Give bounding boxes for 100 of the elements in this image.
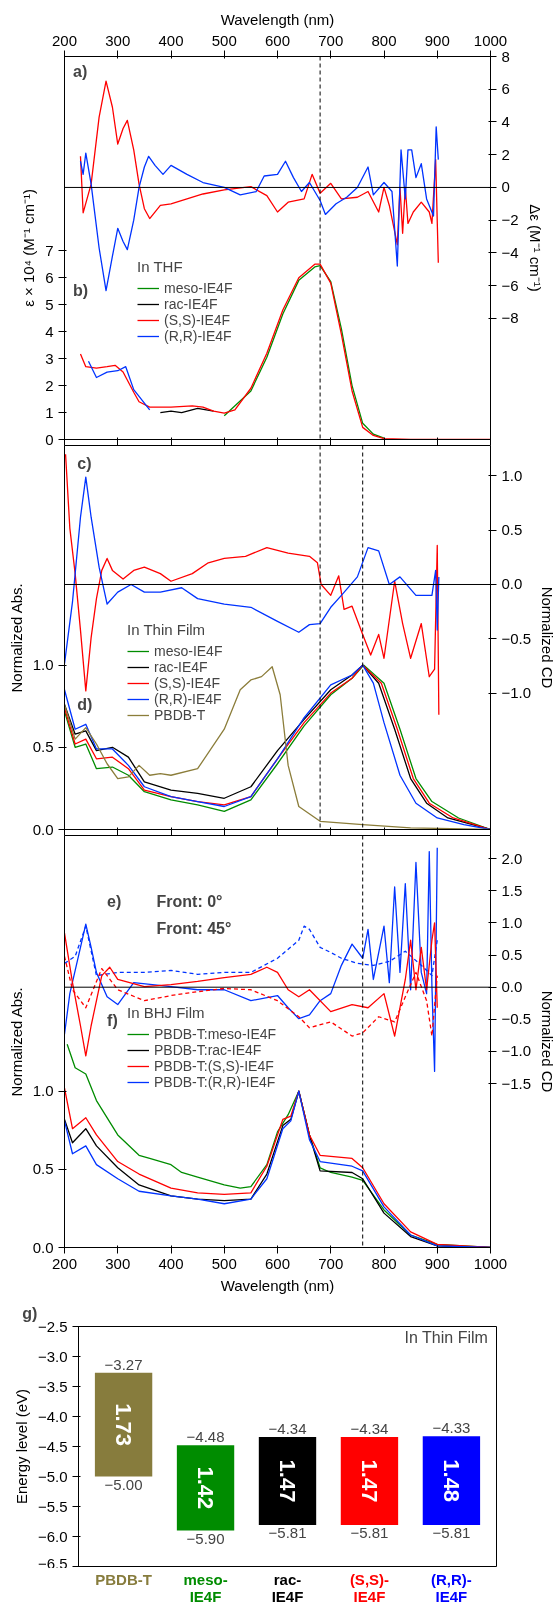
y2-tick-label: 0.0: [501, 978, 523, 996]
y-tick-label: −5.5: [37, 1497, 68, 1515]
annotation: −4.48: [186, 1428, 225, 1446]
annotation: In Thin Film: [404, 1328, 488, 1346]
legend-label: rac-IE4F: [154, 659, 208, 675]
x2-tick-label: 800: [371, 31, 397, 49]
y-tick-label: 1.0: [32, 656, 54, 674]
y2-tick-label: 6: [501, 80, 510, 98]
y-tick-label: 6: [45, 268, 54, 286]
x-axis-title: Wavelength (nm): [220, 1276, 335, 1294]
annotation: −4.34: [350, 1419, 389, 1437]
x2-tick-label: 900: [424, 31, 450, 49]
data-label: 1.47: [356, 1459, 382, 1503]
annotation: a): [73, 63, 88, 81]
legend-title: In THF: [137, 258, 184, 275]
y-tick-label: 0.5: [32, 738, 54, 756]
legend-label: meso-IE4F: [154, 643, 223, 659]
y-tick-label: 7: [45, 241, 54, 259]
x-tick-label: rac-IE4F: [271, 1570, 304, 1605]
x-tick-label: 300: [105, 1254, 131, 1272]
y2-tick-label: 4: [501, 112, 510, 130]
y2-tick-label: 1.5: [501, 881, 523, 899]
y2-tick-label: 0.5: [501, 521, 523, 539]
legend-label: (R,R)-IE4F: [164, 328, 232, 344]
y2-tick-label: −1.5: [501, 1074, 532, 1092]
y-tick-label: 2: [45, 376, 54, 394]
data-label: 1.42: [193, 1466, 219, 1510]
annotation: −5.90: [186, 1529, 225, 1547]
annotation: −5.81: [432, 1524, 471, 1542]
annotation: b): [73, 281, 89, 299]
y2-tick-label: −0.5: [501, 629, 532, 647]
y-tick-label: −6.5: [37, 1554, 68, 1572]
annotation: −5.81: [268, 1524, 307, 1542]
y-tick-label: 0.5: [32, 1160, 54, 1178]
annotation: Front: 0°: [156, 892, 223, 910]
y-axis-title: Energy level (eV): [12, 1388, 30, 1505]
x2-axis-title: Wavelength (nm): [220, 10, 335, 28]
y2-tick-label: 0: [501, 178, 510, 196]
x-tick-label: 500: [211, 1254, 237, 1272]
x-tick-label: meso-IE4F: [183, 1570, 228, 1605]
y2-tick-label: −2: [501, 211, 519, 229]
annotation: d): [77, 696, 93, 714]
x-tick-label: 700: [318, 1254, 344, 1272]
y-tick-label: 0.0: [32, 820, 54, 838]
x-tick-label: 800: [371, 1254, 397, 1272]
x-tick-label: 200: [51, 1254, 78, 1272]
y-axis-title: ε × 10⁴ (M⁻¹ cm⁻¹): [20, 189, 38, 307]
y2-tick-label: 2.0: [501, 849, 523, 867]
annotation: −5.81: [350, 1524, 389, 1542]
data-label: 1.73: [111, 1403, 137, 1447]
x-tick-label: 400: [158, 1254, 184, 1272]
y2-tick-label: −1.0: [501, 1042, 532, 1060]
annotation: Front: 45°: [156, 919, 232, 937]
legend-label: (R,R)-IE4F: [154, 691, 222, 707]
legend-label: rac-IE4F: [164, 296, 218, 312]
y-tick-label: −5.0: [37, 1467, 68, 1485]
x2-tick-label: 600: [264, 31, 291, 49]
annotation: −5.00: [104, 1475, 143, 1493]
y2-tick-label: 0.0: [501, 575, 523, 593]
y2-tick-label: −6: [501, 276, 519, 294]
y2-tick-label: 1.0: [501, 466, 523, 484]
annotation: −3.27: [104, 1355, 143, 1373]
y-tick-label: −4.5: [37, 1437, 68, 1455]
annotation: −4.33: [432, 1419, 471, 1437]
annotation: f): [107, 1012, 118, 1030]
annotation: −4.34: [268, 1419, 307, 1437]
y2-tick-label: −1.0: [501, 684, 532, 701]
y2-axis-title: Δε (M⁻¹ cm⁻¹): [526, 204, 544, 292]
text: g): [22, 1304, 38, 1322]
y-tick-label: 1.0: [32, 1082, 54, 1100]
data-label: 1.48: [438, 1459, 464, 1503]
x2-tick-label: 200: [51, 31, 78, 49]
y-tick-label: 0: [45, 430, 54, 448]
y-tick-label: 3: [45, 349, 54, 367]
legend-label: PBDB-T:(R,R)-IE4F: [154, 1074, 276, 1090]
legend-label: PBDB-T:rac-IE4F: [154, 1042, 262, 1058]
y-tick-label: −3.0: [37, 1347, 68, 1365]
data-label: 1.47: [275, 1459, 300, 1503]
legend-label: meso-IE4F: [164, 280, 233, 296]
y2-axis-title: Normalized CD: [539, 586, 557, 689]
x-tick-label: 1000: [473, 1254, 508, 1272]
legend-label: (S,S)-IE4F: [164, 312, 231, 328]
y2-tick-label: −8: [501, 309, 519, 327]
x2-tick-label: 500: [211, 31, 237, 49]
x-tick-label: 600: [264, 1254, 291, 1272]
y-tick-label: 5: [45, 295, 54, 313]
legend-title: In Thin Film: [127, 621, 207, 638]
y2-tick-label: 2: [501, 145, 510, 163]
y-axis-title: Normalized Abs.: [7, 583, 25, 693]
y-tick-label: −2.5: [37, 1317, 68, 1335]
y2-tick-label: 0.5: [501, 946, 523, 964]
y2-tick-label: −4: [501, 243, 519, 261]
x-tick-label: 900: [424, 1254, 450, 1272]
x2-tick-label: 400: [158, 31, 184, 49]
annotation: e): [107, 892, 122, 910]
x-tick-label: PBDB-T: [95, 1570, 152, 1588]
legend-label: PBDB-T:(S,S)-IE4F: [154, 1058, 274, 1074]
x2-tick-label: 300: [105, 31, 131, 49]
x2-tick-label: 700: [318, 31, 344, 49]
y2-tick-label: −0.5: [501, 1010, 532, 1028]
